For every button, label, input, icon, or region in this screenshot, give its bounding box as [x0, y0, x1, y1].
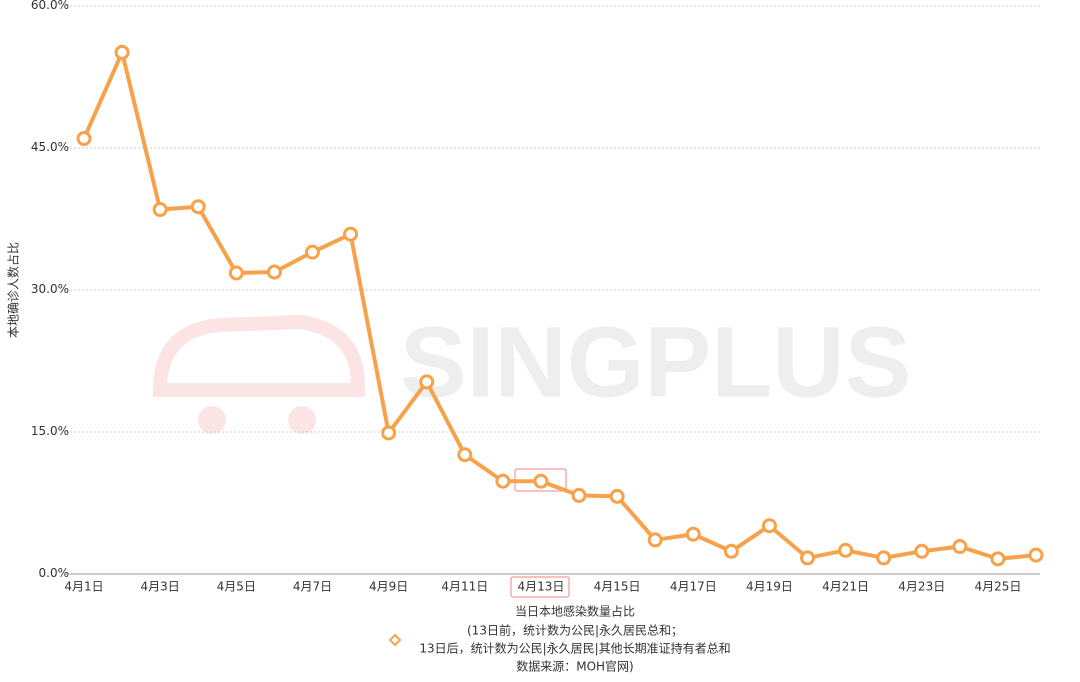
legend-note: (13日前，统计数为公民|永久居民总和； — [467, 623, 683, 638]
data-point — [228, 265, 244, 281]
x-tick-label: 4月15日 — [594, 580, 641, 594]
data-point — [952, 539, 968, 555]
data-point — [571, 487, 587, 503]
data-point — [914, 543, 930, 559]
data-point — [1028, 547, 1044, 563]
data-point — [838, 542, 854, 558]
y-tick-label: 45.0% — [31, 140, 69, 154]
data-point — [990, 551, 1006, 567]
y-axis-title: 本地确诊人数占比 — [6, 242, 21, 338]
data-point — [800, 550, 816, 566]
x-tick-label: 4月23日 — [898, 580, 945, 594]
data-point — [152, 202, 168, 218]
x-tick-label: 4月21日 — [822, 580, 869, 594]
watermark-logo — [152, 314, 366, 434]
x-tick-label: 4月3日 — [141, 580, 180, 594]
legend-label: 当日本地感染数量占比 — [515, 604, 635, 619]
data-point — [609, 488, 625, 504]
legend-marker — [388, 633, 402, 647]
data-point — [114, 44, 130, 60]
x-tick-label: 4月25日 — [974, 580, 1021, 594]
y-tick-label: 15.0% — [31, 424, 69, 438]
legend-note: 13日后，统计数为公民|永久居民|其他长期准证持有者总和 — [419, 641, 730, 656]
watermark: SINGPLUS — [400, 306, 911, 418]
x-tick-label: 4月11日 — [441, 580, 488, 594]
data-point — [266, 264, 282, 280]
x-tick-label: 4月19日 — [746, 580, 793, 594]
data-point — [381, 425, 397, 441]
highlight-box — [510, 576, 570, 598]
data-point — [457, 447, 473, 463]
data-point — [495, 473, 511, 489]
y-tick-label: 0.0% — [39, 566, 70, 580]
data-point — [761, 518, 777, 534]
data-point — [304, 244, 320, 260]
data-point — [647, 532, 663, 548]
data-point — [876, 550, 892, 566]
data-point — [533, 473, 549, 489]
data-point — [190, 199, 206, 215]
legend-note: 数据来源：MOH官网) — [516, 659, 634, 674]
x-tick-label: 4月9日 — [369, 580, 408, 594]
x-tick-label: 4月17日 — [670, 580, 717, 594]
data-point — [723, 543, 739, 559]
x-tick-label: 4月1日 — [64, 580, 103, 594]
x-tick-label: 4月13日 — [518, 580, 565, 594]
y-tick-label: 60.0% — [31, 0, 69, 12]
data-point — [343, 226, 359, 242]
data-point — [76, 131, 92, 147]
data-point — [419, 374, 435, 390]
x-tick-label: 4月7日 — [293, 580, 332, 594]
x-tick-label: 4月5日 — [217, 580, 256, 594]
y-tick-label: 30.0% — [31, 282, 69, 296]
data-point — [685, 526, 701, 542]
